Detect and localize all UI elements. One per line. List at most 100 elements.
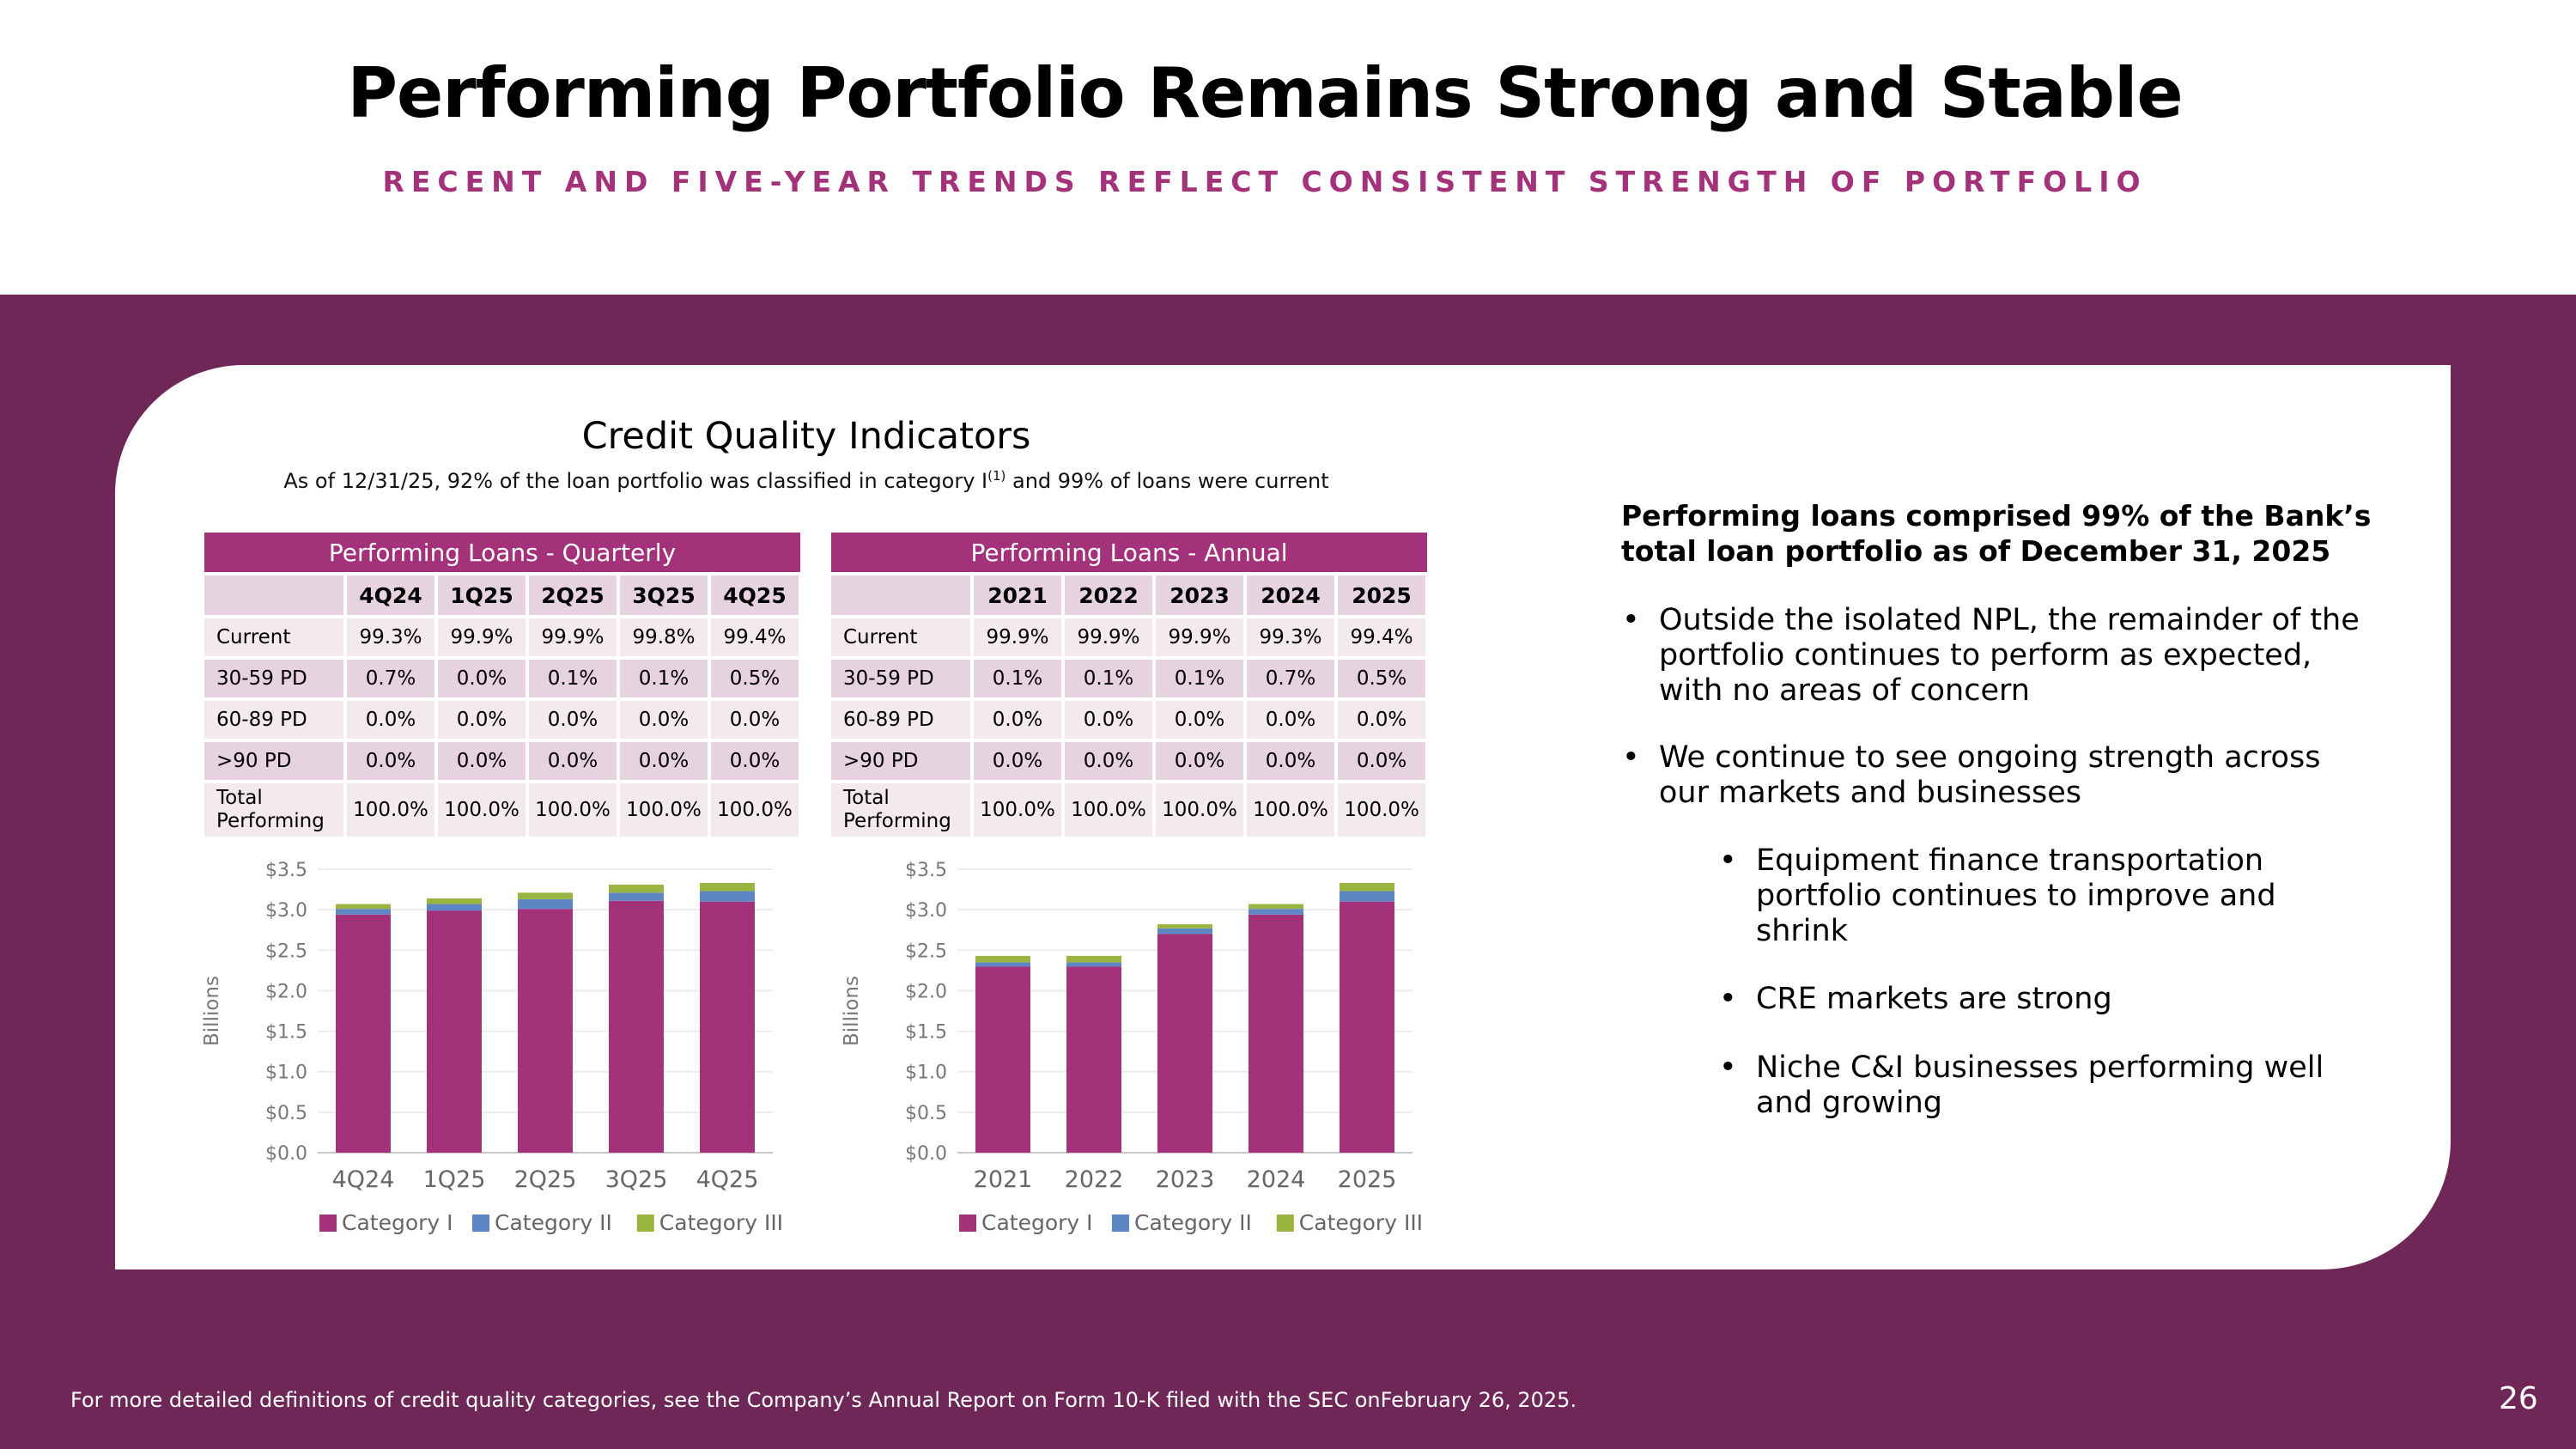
row-label: Total Performing	[831, 780, 974, 837]
table-cell: 0.1%	[1063, 656, 1156, 699]
legend-label: Category I	[342, 1210, 453, 1235]
bar-segment	[1340, 901, 1394, 1153]
bar-segment	[700, 891, 755, 902]
bar-segment	[1249, 914, 1303, 1153]
row-label: >90 PD	[831, 739, 974, 782]
table-cell: 100.0%	[345, 780, 438, 837]
table-cell: 0.0%	[972, 697, 1065, 740]
table-cell: 0.1%	[618, 656, 711, 699]
table-row: >90 PD 0.0% 0.0% 0.0% 0.0% 0.0%	[204, 739, 803, 782]
table-cell: 99.8%	[618, 615, 711, 658]
row-label: 60-89 PD	[831, 697, 974, 740]
table-row: Current 99.9% 99.9% 99.9% 99.3% 99.4%	[831, 615, 1430, 658]
page-number: 26	[2499, 1381, 2538, 1416]
table-cell: 99.4%	[709, 615, 803, 658]
bullet-line: our markets and businesses	[1659, 776, 2081, 810]
bullet-dot-icon: •	[1622, 603, 1640, 637]
legend-swatch	[1112, 1215, 1129, 1232]
x-tick-label: 1Q25	[423, 1166, 486, 1193]
y-axis-label: Billions	[201, 976, 223, 1046]
bar-segment	[1340, 883, 1394, 892]
table-row: >90 PD 0.0% 0.0% 0.0% 0.0% 0.0%	[831, 739, 1430, 782]
table-cell: 0.0%	[1336, 739, 1430, 782]
annual-stacked-bar-chart: $0.0 $0.5 $1.0 $1.5 $2.0 $2.5 $3.0 $3.5 Billions…	[841, 860, 1421, 1235]
bullet-line: portfolio continues to perform as expect…	[1659, 638, 2312, 673]
table-cell: 100.0%	[1245, 780, 1338, 837]
heading-line: Performing loans comprised 99% of the Ba…	[1621, 499, 2372, 533]
table-cell: 0.0%	[1063, 739, 1156, 782]
table-header-cell: 1Q25	[436, 572, 529, 617]
x-tick-label: 2024	[1247, 1166, 1306, 1193]
legend-label: Category II	[1134, 1210, 1252, 1235]
table-header-cell: 2024	[1245, 572, 1338, 617]
table-cell: 99.9%	[972, 615, 1065, 658]
y-tick-label: $0.5	[265, 1103, 307, 1124]
table-cell: 0.0%	[436, 656, 529, 699]
table-cell: 0.1%	[527, 656, 620, 699]
table-cell: 0.0%	[1154, 739, 1247, 782]
table-cell: 0.0%	[1063, 697, 1156, 740]
total-label-line: Total	[843, 787, 890, 809]
quarterly-table: Performing Loans - Quarterly 4Q24 1Q25 2…	[204, 533, 803, 837]
table-cell: 100.0%	[436, 780, 529, 837]
x-tick-label: 3Q25	[605, 1166, 668, 1193]
bar-segment	[336, 904, 391, 910]
bar-segment	[1157, 924, 1212, 928]
table-header-blank	[831, 572, 974, 617]
bar-segment	[609, 900, 664, 1153]
legend-swatch	[959, 1215, 976, 1232]
bullet-dot-icon: •	[1622, 740, 1640, 775]
table-header-cell: 2025	[1336, 572, 1430, 617]
table-row: 30-59 PD 0.7% 0.0% 0.1% 0.1% 0.5%	[204, 656, 803, 699]
total-label-line: Performing	[843, 810, 951, 832]
x-tick-label: 4Q24	[332, 1166, 395, 1193]
bar-segment	[700, 883, 755, 892]
table-cell: 100.0%	[972, 780, 1065, 837]
credit-quality-subheading: As of 12/31/25, 92% of the loan portfoli…	[115, 468, 1498, 493]
table-cell: 99.9%	[1154, 615, 1247, 658]
bar-segment	[975, 966, 1030, 1153]
table-header-cell: 2Q25	[527, 572, 620, 617]
page-subtitle: RECENT AND FIVE-YEAR TRENDS REFLECT CONS…	[382, 165, 2148, 198]
table-cell: 0.0%	[345, 697, 438, 740]
quarterly-table-title: Performing Loans - Quarterly	[204, 533, 801, 574]
bar-segment	[1249, 904, 1303, 910]
legend-swatch	[636, 1215, 654, 1232]
row-label: 30-59 PD	[204, 656, 347, 699]
table-cell: 0.0%	[618, 739, 711, 782]
y-tick-label: $1.0	[265, 1062, 307, 1084]
table-cell: 100.0%	[1063, 780, 1156, 837]
table-cell: 99.9%	[1063, 615, 1156, 658]
credit-quality-heading: Credit Quality Indicators	[581, 415, 1031, 458]
table-row: 60-89 PD 0.0% 0.0% 0.0% 0.0% 0.0%	[204, 697, 803, 740]
bar-segment	[1157, 928, 1212, 935]
legend-swatch	[1276, 1215, 1294, 1232]
sub-bullet-item: • CRE markets are strong	[1719, 982, 2409, 1017]
bullet-line: portfolio continues to improve and	[1756, 879, 2276, 913]
table-header-cell: 2022	[1063, 572, 1156, 617]
table-row-total: Total Performing 100.0% 100.0% 100.0% 100…	[831, 780, 1430, 837]
right-panel-heading: Performing loans comprised 99% of the Ba…	[1621, 498, 2394, 569]
bullet-line: Equipment finance transportation	[1756, 843, 2264, 878]
table-cell: 0.5%	[1336, 656, 1430, 699]
bar-segment	[336, 909, 391, 915]
bullet-line: Outside the isolated NPL, the remainder …	[1659, 603, 2360, 637]
bar-segment	[518, 892, 573, 899]
x-tick-label: 2022	[1065, 1166, 1124, 1193]
table-cell: 99.4%	[1336, 615, 1430, 658]
table-cell: 0.0%	[709, 697, 803, 740]
subheading-text: As of 12/31/25, 92% of the loan portfoli…	[283, 469, 988, 493]
x-tick-label: 4Q25	[696, 1166, 759, 1193]
table-cell: 0.0%	[345, 739, 438, 782]
bullet-dot-icon: •	[1719, 843, 1737, 878]
table-cell: 99.3%	[1245, 615, 1338, 658]
bullet-line: We continue to see ongoing strength acro…	[1659, 740, 2321, 775]
row-label: Current	[831, 615, 974, 658]
table-header-cell: 4Q25	[709, 572, 803, 617]
y-tick-label: $1.0	[905, 1062, 947, 1084]
table-cell: 99.3%	[345, 615, 438, 658]
bar-segment	[1249, 909, 1303, 915]
bar-segment	[1066, 962, 1121, 967]
legend-label: Category I	[981, 1210, 1093, 1235]
y-tick-label: $3.0	[905, 900, 947, 922]
